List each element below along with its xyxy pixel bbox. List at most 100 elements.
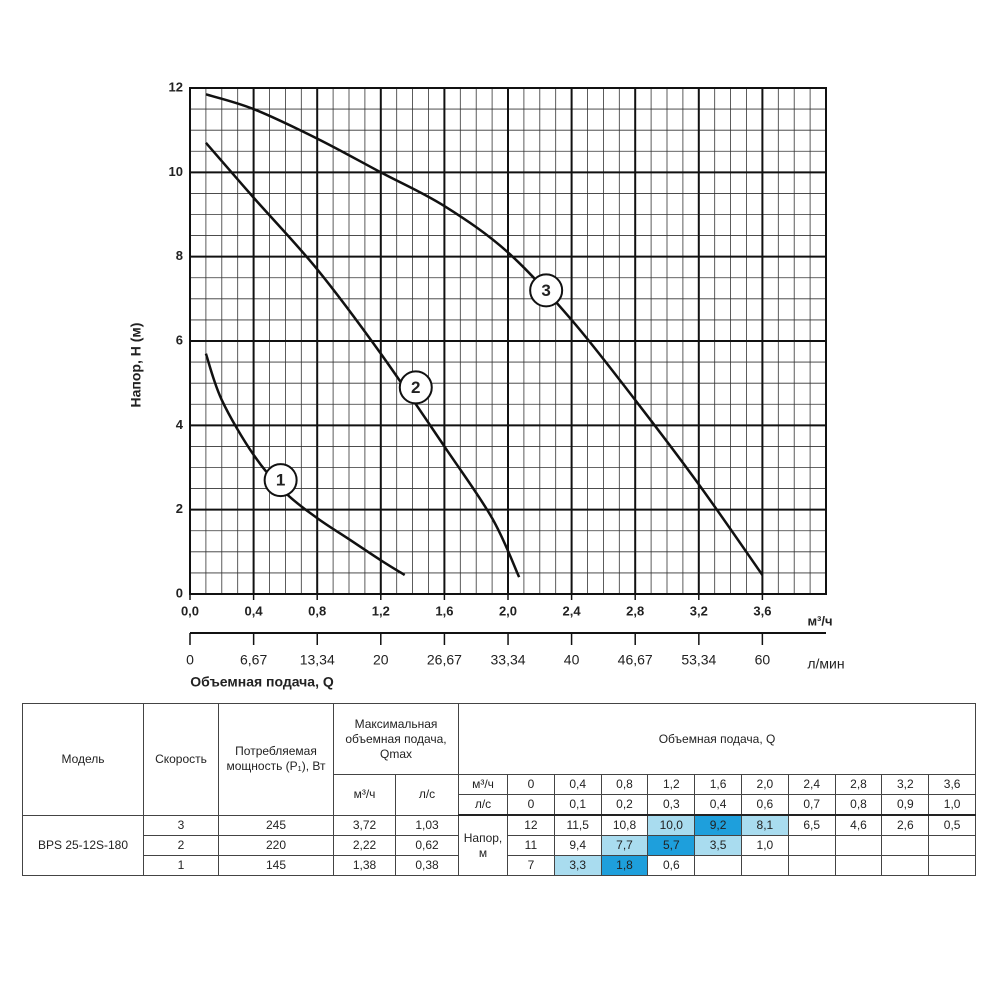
head-cell: 2,6 xyxy=(881,814,930,836)
x2-tick-label: 40 xyxy=(564,652,580,668)
curve-label-circle xyxy=(398,370,433,405)
plot-frame xyxy=(189,87,827,595)
flow-cell: 2,4 xyxy=(787,774,836,795)
flow-cell: 0,1 xyxy=(553,794,602,816)
x-tick-label: 1,2 xyxy=(372,603,390,618)
curve xyxy=(204,141,521,578)
flow-cell: 0 xyxy=(507,774,555,795)
table-cell: 145 xyxy=(218,855,334,876)
head-cell: 10,8 xyxy=(600,814,649,836)
table-cell: 2,22 xyxy=(333,835,396,856)
x-tick-label: 2,4 xyxy=(563,603,582,618)
table-cell: 0,38 xyxy=(394,855,460,876)
flow-cell: 1,6 xyxy=(694,774,742,795)
head-cell xyxy=(881,855,930,876)
head-cell: 3,3 xyxy=(553,855,602,876)
table-cell: 1,03 xyxy=(394,814,460,836)
y-tick-label: 6 xyxy=(176,332,183,347)
head-cell xyxy=(787,855,836,876)
x-tick-label: 1,6 xyxy=(435,603,453,618)
x2-tick-label: 13,34 xyxy=(300,652,335,668)
flow-cell: 0,6 xyxy=(741,794,789,816)
flow-cell: 3,6 xyxy=(928,774,977,795)
head-cell: 8,1 xyxy=(741,814,789,836)
flow-cell: 0,3 xyxy=(647,794,696,816)
table-cell: 1,38 xyxy=(333,855,396,876)
table-cell: 3,72 xyxy=(333,814,396,836)
curve-label: 3 xyxy=(541,281,550,300)
x-axis-label: Объемная подача, Q xyxy=(190,674,334,690)
x2-tick-label: 60 xyxy=(755,652,771,668)
head-cell xyxy=(834,835,883,856)
model-cell: BPS 25-12S-180 xyxy=(22,814,144,876)
head-cell: 7 xyxy=(507,855,555,876)
head-cell: 6,5 xyxy=(787,814,836,836)
table-row: 1 145 1,38 0,38 7 3,3 1,8 0,6 xyxy=(23,855,977,876)
head-cell: 0,5 xyxy=(928,814,977,836)
head-cell: 0,6 xyxy=(647,855,696,876)
table-cell: 3 xyxy=(143,814,219,836)
flow-cell: 0,4 xyxy=(553,774,602,795)
table-cell: 220 xyxy=(218,835,334,856)
head-cell xyxy=(694,855,742,876)
head-cell xyxy=(928,855,977,876)
x2-tick-label: 33,34 xyxy=(491,652,526,668)
head-cell: 4,6 xyxy=(834,814,883,836)
flow-cell: 2,8 xyxy=(834,774,883,795)
y-tick-label: 2 xyxy=(176,501,183,516)
x-tick-label: 3,6 xyxy=(753,603,771,618)
flow-cell: 0,2 xyxy=(600,794,649,816)
flow-cell: 2,0 xyxy=(741,774,789,795)
chart: Напор, H (м) Объемная подача, Q м³/ч л/м… xyxy=(128,79,845,690)
y-tick-label: 10 xyxy=(169,164,183,179)
flow-cell: 0,8 xyxy=(834,794,883,816)
y-tick-label: 8 xyxy=(176,248,183,263)
x2-tick-label: 53,34 xyxy=(681,652,716,668)
y-tick-label: 4 xyxy=(176,417,184,432)
header-cell: Максимальная объемная подача, Qmax xyxy=(332,703,460,775)
flow-cell: 0,9 xyxy=(881,794,930,816)
y-axis-label: Напор, H (м) xyxy=(128,323,144,408)
flow-cell: 0,8 xyxy=(600,774,649,795)
table-cell: 2 xyxy=(143,835,219,856)
y-tick-label: 0 xyxy=(176,585,183,600)
header-cell: Модель xyxy=(22,703,144,816)
head-cell: 1,0 xyxy=(741,835,789,856)
curve-label-circle xyxy=(263,463,298,498)
table-row: BPS 25-12S-180 3 245 3,72 1,03 Напор, м 12 11,5… xyxy=(22,814,977,876)
header-cell: Потребляемая мощность (P₁), Вт xyxy=(218,703,334,816)
head-cell: 5,7 xyxy=(647,835,696,856)
head-cell xyxy=(834,855,883,876)
x-tick-label: 0,0 xyxy=(181,603,199,618)
head-cell xyxy=(741,855,789,876)
x-tick-label: 0,8 xyxy=(308,603,326,618)
x2-tick-label: 46,67 xyxy=(618,652,653,668)
x2-tick-label: 20 xyxy=(373,652,389,668)
table-row: л/с 0 0,1 0,2 0,3 0,4 0,6 0,7 0,8 0,9 1,0 xyxy=(23,794,977,816)
header-cell: Объемная подача, Q xyxy=(458,703,977,775)
head-cell: 10,0 xyxy=(647,814,696,836)
head-cell: 9,2 xyxy=(694,814,742,836)
head-cell: 11 xyxy=(507,835,555,856)
header-cell: м³/ч xyxy=(458,774,509,795)
x2-tick-label: 26,67 xyxy=(427,652,462,668)
curve xyxy=(205,93,764,576)
head-cell xyxy=(787,835,836,856)
header-cell: л/с xyxy=(458,794,509,816)
head-cell: 11,5 xyxy=(553,814,602,836)
table-cell: 0,62 xyxy=(394,835,460,856)
table-cell: 245 xyxy=(218,814,334,836)
table-row: Модель Скорость Потребляемая мощность (P₁)… xyxy=(22,703,977,816)
flow-cell: 1,2 xyxy=(647,774,696,795)
header-cell: Скорость xyxy=(143,703,219,816)
x-tick-label: 2,8 xyxy=(626,603,644,618)
head-cell: 1,8 xyxy=(600,855,649,876)
head-cell xyxy=(928,835,977,856)
x2-tick-label: 6,67 xyxy=(240,652,267,668)
curve xyxy=(204,353,406,577)
header-cell: м³/ч xyxy=(333,774,396,816)
x-tick-label: 0,4 xyxy=(245,603,264,618)
flow-cell: 1,0 xyxy=(928,794,977,816)
head-cell: 7,7 xyxy=(600,835,649,856)
